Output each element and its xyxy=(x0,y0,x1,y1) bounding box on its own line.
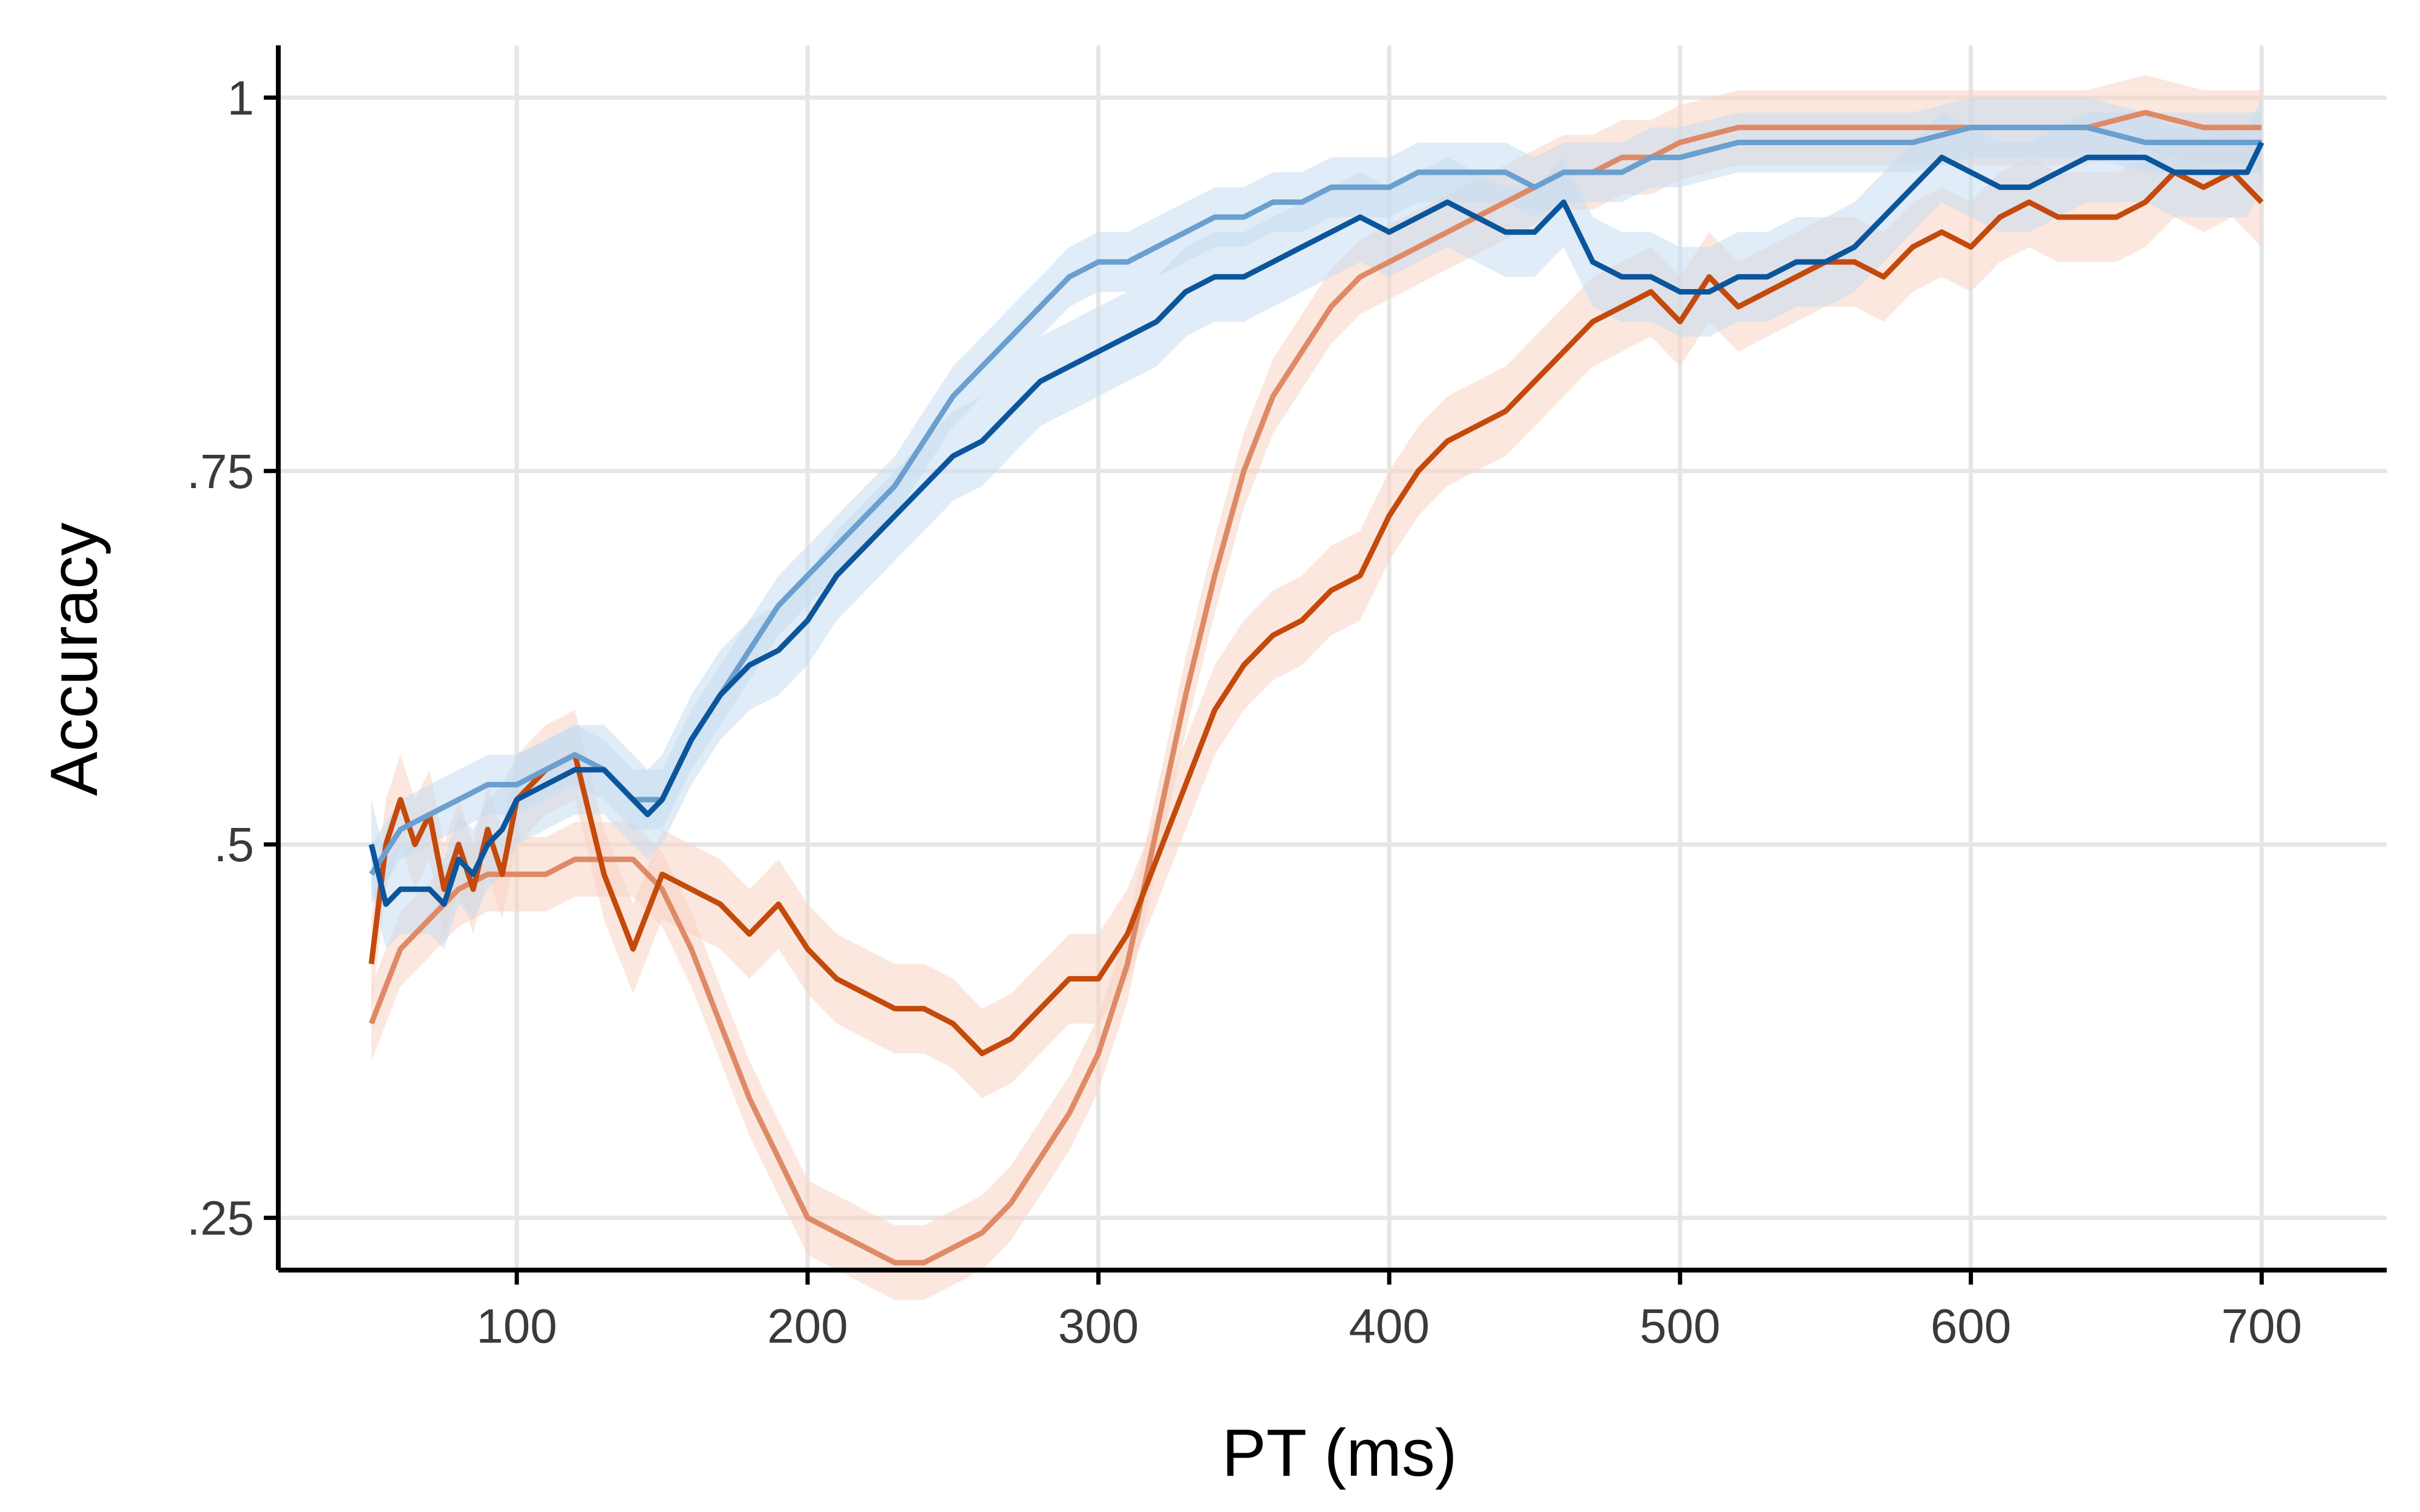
y-tick-label: .75 xyxy=(187,445,254,498)
series-4-line xyxy=(368,141,2265,907)
y-tick-label: 1 xyxy=(227,71,255,125)
y-axis-ticks: .25 .5 .75 1 xyxy=(187,71,278,1245)
series-lines xyxy=(368,109,2265,1266)
series-1-line xyxy=(368,109,2262,1266)
x-tick-label: 400 xyxy=(1349,1299,1429,1353)
confidence-bands xyxy=(371,75,2262,1300)
x-tick-label: 300 xyxy=(1058,1299,1139,1353)
x-tick-label: 700 xyxy=(2222,1299,2302,1353)
x-tick-label: 500 xyxy=(1640,1299,1720,1353)
x-tick-label: 100 xyxy=(476,1299,557,1353)
x-axis-title: PT (ms) xyxy=(1221,1416,1457,1490)
series-4-band xyxy=(371,97,2262,950)
x-axis-ticks: 100 200 300 400 500 600 700 xyxy=(476,1270,2302,1353)
y-axis-title: Accuracy xyxy=(37,523,111,796)
x-tick-label: 600 xyxy=(1931,1299,2011,1353)
x-tick-label: 200 xyxy=(767,1299,848,1353)
y-tick-label: .25 xyxy=(187,1191,254,1245)
y-tick-label: .5 xyxy=(214,818,254,872)
series-1-band xyxy=(371,75,2262,1300)
axes xyxy=(276,45,2387,1272)
series-3-line xyxy=(369,125,2262,876)
series-2-band xyxy=(371,127,2262,1098)
